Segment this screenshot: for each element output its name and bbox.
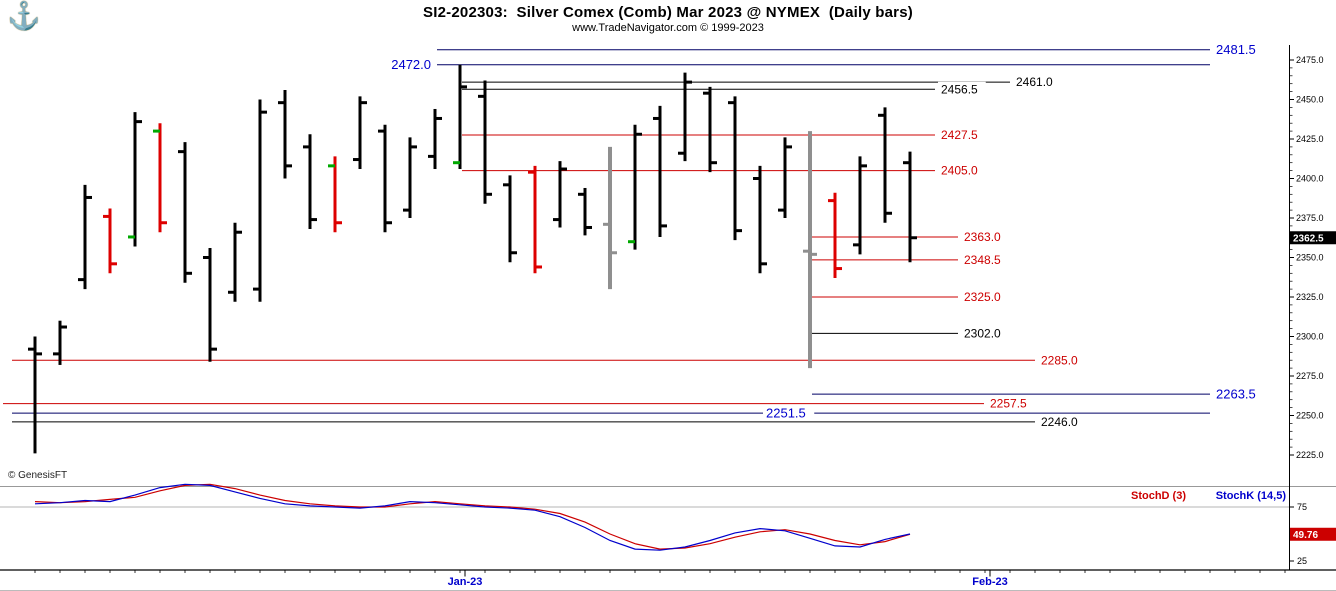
price-level-label: 2285.0 [1041,353,1078,367]
price-level-lines [3,49,1210,423]
stochk-line [34,483,911,551]
price-level-label: 2481.5 [1216,42,1256,57]
price-level-label: 2263.5 [1216,387,1256,402]
stoch-axis-tick-label: 25 [1297,556,1307,566]
price-axis-tick-label: 2475.0 [1296,55,1324,65]
month-label: Feb-23 [972,576,1007,588]
stoch-value: 49.76 [1293,530,1318,541]
stochd-line [34,483,911,550]
stochk-label: StochK (14,5) [1216,490,1287,502]
price-axis-tick-label: 2250.0 [1296,411,1324,421]
price-axis[interactable]: 2475.0 2450.0 2425.0 2400.0 2375.0 2350.0 2325… [1289,45,1324,570]
genesisft-watermark: © GenesisFT [8,470,68,481]
price-axis-tick-label: 2425.0 [1296,134,1324,144]
chart-title: SI2-202303: Silver Comex (Comb) Mar 2023… [423,4,913,21]
price-level-label: 2302.0 [964,326,1001,340]
price-level-label: 2257.5 [990,397,1027,411]
price-axis-tick-label: 2325.0 [1296,292,1324,302]
price-level-label: 2251.5 [766,406,806,421]
price-level-label: 2363.0 [964,230,1001,244]
stochd-label: StochD (3) [1131,490,1186,502]
stoch-value-box [1290,527,1336,541]
stoch-legend: StochD (3) StochK (14,5) [1131,490,1286,502]
price-level-labels: 2481.5 2472.0 2461.0 2456.5 2427.5 2405.0 2363… [382,41,1265,429]
price-level-label: 2348.5 [964,253,1001,267]
price-level-label: 2246.0 [1041,415,1078,429]
price-level-label: 2405.0 [941,164,978,178]
price-bars [28,64,917,454]
stoch-axis[interactable]: 75 25 49.76 [1290,502,1336,566]
time-axis[interactable]: Jan-23 Feb-23 [0,569,1336,588]
month-label: Jan-23 [448,576,483,588]
chart-subtitle: www.TradeNavigator.com © 1999-2023 [572,22,764,34]
price-level-label: 2325.0 [964,290,1001,304]
price-level-label: 2472.0 [391,57,431,72]
price-axis-tick-label: 2450.0 [1296,95,1324,105]
price-axis-tick-label: 2375.0 [1296,213,1324,223]
price-axis-tick-label: 2350.0 [1296,253,1324,263]
last-price-marker: 2362.5 [1290,231,1336,245]
price-axis-tick-label: 2300.0 [1296,332,1324,342]
price-level-label: 2456.5 [941,82,978,96]
chart-header: SI2-202303: Silver Comex (Comb) Mar 2023… [0,0,1336,34]
stoch-axis-tick-label: 75 [1297,502,1307,512]
anchor-logo-icon: ⚓ [7,1,41,31]
price-axis-tick-label: 2225.0 [1296,450,1324,460]
price-axis-tick-label: 2400.0 [1296,174,1324,184]
last-price-value: 2362.5 [1293,233,1324,244]
price-level-label: 2427.5 [941,128,978,142]
price-axis-tick-label: 2275.0 [1296,371,1324,381]
price-level-label: 2461.0 [1016,75,1053,89]
